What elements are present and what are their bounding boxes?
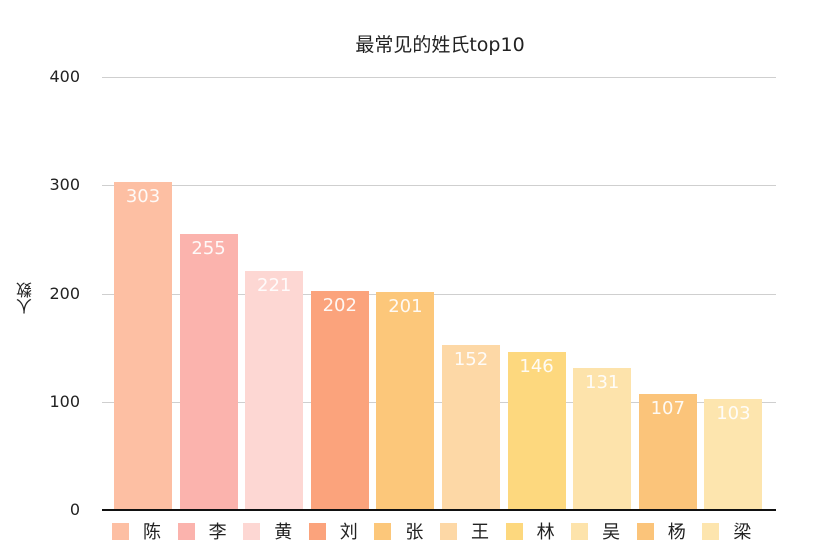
bar-张[interactable]: 201 [376, 292, 435, 510]
y-tick-label: 400 [49, 67, 80, 86]
bar-value-label: 201 [388, 296, 423, 318]
bar-林[interactable]: 146 [507, 351, 566, 510]
bar-value-label: 202 [322, 295, 357, 317]
legend-swatch-icon [374, 522, 392, 540]
y-tick-label: 100 [49, 391, 80, 411]
legend-item[interactable]: 王 [439, 518, 506, 544]
legend: 陈李黄刘张王林吴杨梁 [112, 518, 768, 544]
bar-杨[interactable]: 107 [638, 394, 697, 510]
legend-swatch-icon [177, 522, 195, 540]
bar-刘[interactable]: 202 [310, 291, 369, 510]
legend-swatch-icon [112, 522, 129, 540]
y-tick-label: 200 [49, 283, 80, 303]
bar-value-label: 303 [125, 186, 161, 207]
legend-item[interactable]: 李 [177, 518, 244, 544]
bar-李[interactable]: 255 [179, 233, 238, 510]
bar-吴[interactable]: 131 [573, 368, 632, 510]
gridline [102, 401, 776, 403]
legend-item[interactable]: 刘 [308, 518, 375, 544]
legend-swatch-icon [308, 522, 326, 540]
gridline [102, 77, 776, 78]
y-tick-label: 300 [49, 175, 80, 195]
bar-王[interactable]: 152 [442, 345, 500, 510]
legend-label: 王 [470, 522, 489, 543]
legend-swatch-icon [571, 522, 589, 540]
legend-item[interactable]: 梁 [702, 518, 768, 544]
legend-label: 杨 [667, 522, 686, 543]
legend-label: 李 [208, 522, 227, 543]
legend-item[interactable]: 杨 [636, 518, 703, 544]
legend-swatch-icon [439, 522, 457, 540]
legend-label: 刘 [339, 522, 358, 543]
legend-item[interactable]: 黄 [243, 518, 309, 544]
legend-label: 林 [536, 522, 555, 543]
legend-label: 陈 [143, 522, 161, 543]
legend-swatch-icon [702, 522, 720, 540]
bar-value-label: 131 [585, 372, 620, 394]
bar-梁[interactable]: 103 [704, 398, 763, 510]
legend-item[interactable]: 陈 [112, 518, 178, 544]
legend-swatch-icon [505, 522, 523, 540]
x-axis-line [102, 509, 776, 511]
bar-陈[interactable]: 303 [114, 182, 172, 510]
legend-label: 张 [405, 522, 424, 543]
legend-item[interactable]: 吴 [571, 518, 637, 544]
legend-label: 梁 [733, 522, 752, 543]
legend-label: 黄 [274, 522, 293, 543]
legend-swatch-icon [243, 522, 261, 540]
bar-value-label: 103 [716, 402, 751, 424]
y-tick-label: 0 [69, 500, 80, 519]
bar-黄[interactable]: 221 [245, 270, 304, 510]
legend-swatch-icon [636, 522, 654, 540]
legend-item[interactable]: 林 [505, 518, 572, 544]
legend-item[interactable]: 张 [374, 518, 440, 544]
chart-title: 最常见的姓氏top10 [355, 34, 525, 56]
bar-value-label: 152 [453, 349, 489, 371]
gridline [102, 185, 776, 187]
bar-value-label: 221 [257, 274, 292, 296]
gridline [102, 293, 776, 295]
bar-value-label: 255 [191, 237, 226, 259]
bar-value-label: 146 [519, 355, 554, 377]
legend-label: 吴 [602, 522, 621, 543]
bar-value-label: 107 [650, 398, 685, 420]
